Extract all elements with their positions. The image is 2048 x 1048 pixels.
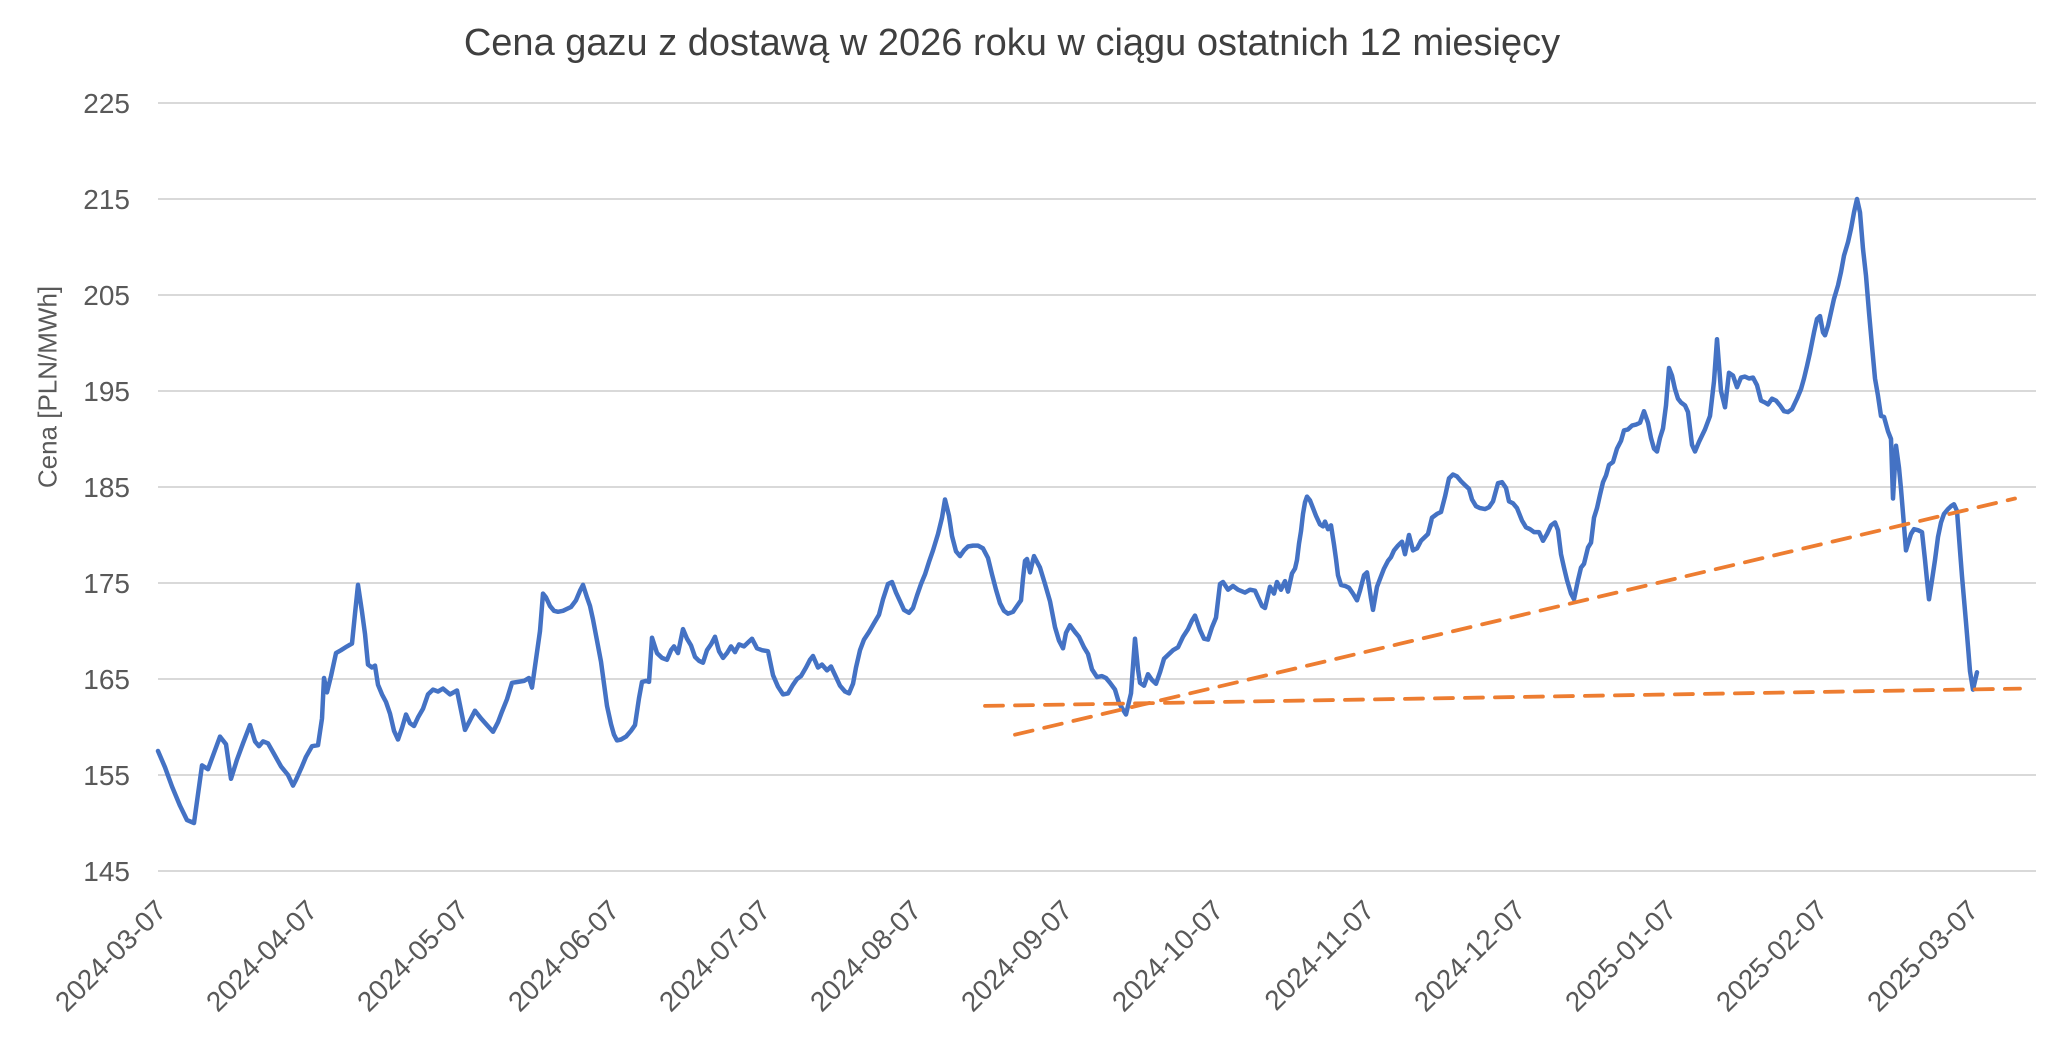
x-tick-label: 2025-01-07 (1559, 894, 1682, 1017)
x-tick-label: 2025-02-07 (1710, 894, 1833, 1017)
y-tick-label: 195 (83, 376, 130, 407)
x-tick-label: 2025-03-07 (1861, 894, 1984, 1017)
x-tick-label: 2024-11-07 (1259, 894, 1381, 1016)
y-tick-label: 205 (83, 280, 130, 311)
x-tick-label: 2024-09-07 (955, 894, 1078, 1017)
x-tick-label: 2024-04-07 (200, 894, 323, 1017)
y-tick-label: 215 (83, 184, 130, 215)
y-tick-label: 185 (83, 472, 130, 503)
x-tick-label: 2024-12-07 (1408, 894, 1531, 1017)
x-tick-label: 2024-06-07 (502, 894, 625, 1017)
y-tick-label: 145 (83, 856, 130, 887)
x-tick-label: 2024-03-07 (49, 894, 172, 1017)
trend-line-1 (1013, 496, 2017, 737)
x-tick-label: 2024-07-07 (653, 894, 776, 1017)
y-tick-label: 225 (83, 88, 130, 119)
y-tick-label: 155 (83, 760, 130, 791)
x-tick-label: 2024-05-07 (351, 894, 474, 1017)
x-tick-label: 2024-08-07 (804, 894, 927, 1017)
trend-line-2 (983, 686, 2022, 708)
y-tick-label: 165 (83, 664, 130, 695)
x-tick-label: 2024-10-07 (1106, 894, 1229, 1017)
price-line (155, 196, 1980, 826)
chart-title: Cena gazu z dostawą w 2026 roku w ciągu … (463, 22, 1561, 64)
y-tick-label: 175 (83, 568, 130, 599)
